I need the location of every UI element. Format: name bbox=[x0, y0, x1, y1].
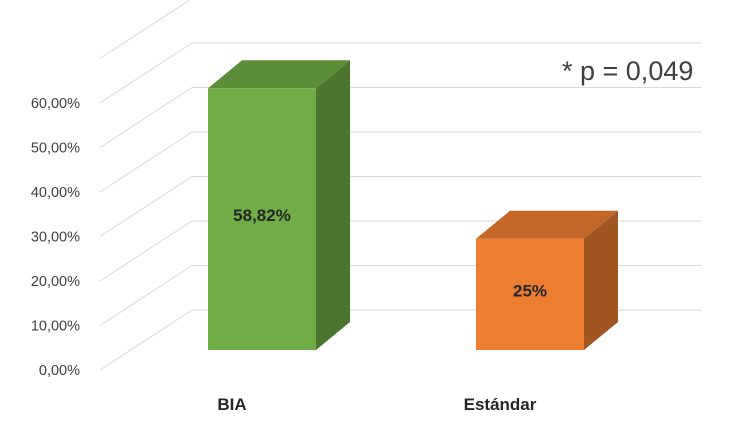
data-label: 58,82% bbox=[233, 206, 291, 225]
bar-top-face bbox=[476, 210, 618, 239]
bar-side-face bbox=[584, 210, 618, 350]
y-tick-label: 60,00% bbox=[31, 96, 80, 112]
x-axis-categories: BIA Estándar bbox=[217, 395, 536, 414]
p-value-annotation: * p = 0,049 bbox=[562, 56, 693, 86]
gridline-diagonal bbox=[99, 309, 193, 371]
y-tick-label: 50,00% bbox=[31, 141, 80, 157]
bar-side-face bbox=[316, 60, 350, 350]
y-axis-ticks: 0,00% 10,00% 20,00% 30,00% 40,00% 50,00% 60,00… bbox=[31, 96, 80, 379]
y-tick-label: 40,00% bbox=[31, 185, 80, 201]
y-tick-label: 30,00% bbox=[31, 230, 80, 246]
category-label: Estándar bbox=[464, 395, 537, 414]
data-label: 25% bbox=[513, 281, 547, 300]
gridline-diagonal bbox=[99, 0, 191, 59]
y-tick-label: 20,00% bbox=[31, 274, 80, 290]
bar-estándar: 25% bbox=[476, 210, 618, 350]
bar-bia: 58,82% bbox=[208, 60, 350, 350]
gridline-diagonal bbox=[99, 176, 193, 237]
gridline-diagonal bbox=[99, 42, 193, 104]
bars: 58,82% 25% bbox=[208, 60, 618, 350]
y-tick-label: 0,00% bbox=[39, 363, 80, 379]
gridline-diagonal bbox=[99, 265, 193, 326]
gridline-diagonal bbox=[99, 87, 193, 148]
gridline-diagonal bbox=[99, 131, 193, 193]
bar-front-face bbox=[208, 88, 316, 350]
bar-top-face bbox=[208, 60, 350, 89]
gridline-diagonal bbox=[99, 220, 193, 282]
category-label: BIA bbox=[217, 395, 246, 414]
bar-front-face bbox=[476, 238, 584, 350]
y-tick-label: 10,00% bbox=[31, 319, 80, 335]
